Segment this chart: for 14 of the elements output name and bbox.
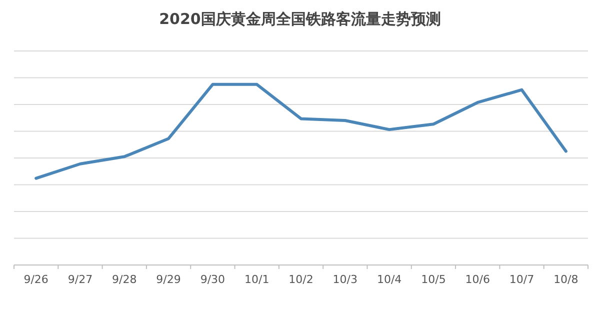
x-tick-label: 9/29 (156, 273, 181, 286)
x-tick-label: 10/6 (465, 273, 490, 286)
x-tick-label: 10/2 (288, 273, 314, 286)
x-tick-label: 10/1 (244, 273, 270, 286)
x-tick-label: 9/26 (24, 273, 48, 286)
x-tick-label: 10/5 (421, 273, 446, 286)
chart-title: 2020国庆黄金周全国铁路客流量走势预测 (159, 10, 441, 28)
x-tick-label: 9/30 (200, 273, 226, 286)
x-tick-label: 10/8 (554, 273, 578, 286)
x-tick-label: 10/3 (332, 273, 358, 286)
x-tick-label: 9/28 (112, 273, 137, 286)
x-tick-label: 10/7 (509, 273, 534, 286)
x-tick-label: 9/27 (68, 273, 93, 286)
x-tick-label: 10/4 (376, 273, 402, 286)
